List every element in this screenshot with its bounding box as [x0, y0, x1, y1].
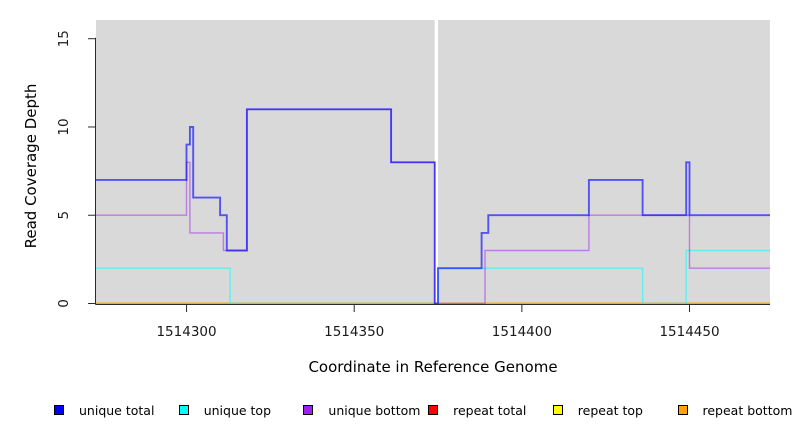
chart-legend: unique total unique top unique bottom repea… — [0, 401, 792, 423]
legend-label: unique bottom — [328, 402, 421, 418]
legend-label: unique total — [79, 402, 155, 418]
x-tick-label: 1514350 — [324, 324, 384, 340]
legend-swatch-repeat-total — [428, 405, 439, 415]
no-data-gap-band — [434, 19, 439, 305]
legend-item-unique-bottom: unique bottom — [303, 401, 420, 419]
legend-label: repeat top — [577, 402, 643, 418]
legend-swatch-repeat-bottom — [677, 405, 688, 415]
legend-swatch-repeat-top — [552, 405, 563, 415]
series-line-unique-total — [96, 108, 770, 305]
x-tick-label: 1514300 — [156, 324, 216, 340]
y-axis-title: Read Coverage Depth — [22, 84, 40, 249]
x-tick-label: 1514400 — [492, 324, 552, 340]
legend-label: repeat total — [453, 402, 527, 418]
legend-swatch-unique-bottom — [303, 405, 314, 415]
legend-item-unique-top: unique top — [178, 401, 272, 419]
legend-label: repeat bottom — [702, 402, 792, 418]
y-tick-label: 10 — [56, 118, 72, 135]
legend-item-repeat-bottom: repeat bottom — [677, 401, 792, 419]
legend-label: unique top — [203, 402, 272, 418]
x-axis-title: Coordinate in Reference Genome — [308, 358, 557, 376]
x-tick-label: 1514450 — [659, 324, 719, 340]
legend-swatch-unique-top — [178, 405, 189, 415]
legend-swatch-unique-total — [54, 405, 64, 415]
series-line-unique-top — [96, 249, 770, 305]
y-tick-label: 5 — [56, 211, 72, 220]
legend-item-repeat-total: repeat total — [428, 401, 526, 419]
legend-item-repeat-top: repeat top — [552, 401, 643, 419]
y-tick-label: 0 — [56, 299, 72, 308]
y-tick-label: 15 — [56, 30, 72, 47]
legend-item-unique-total: unique total — [54, 401, 154, 419]
